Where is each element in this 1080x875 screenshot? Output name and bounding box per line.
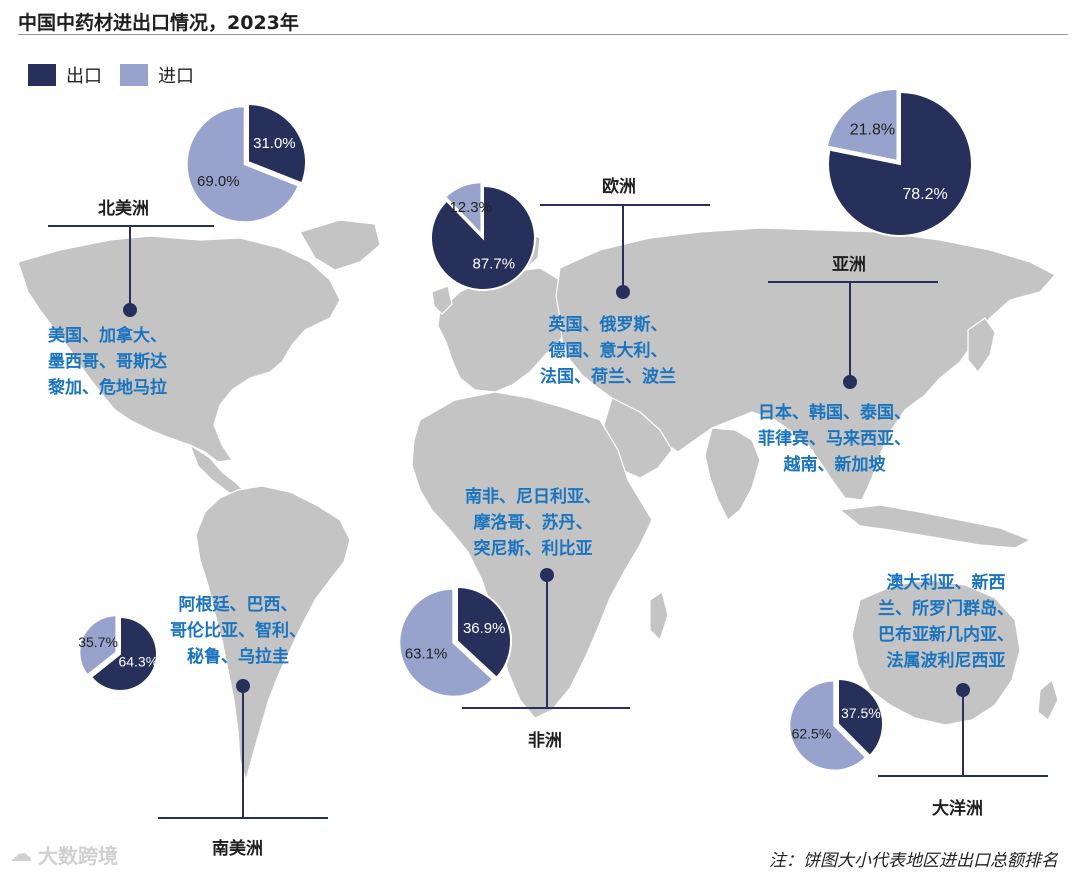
data-label-import: 21.8% [850, 121, 895, 138]
legend-swatch-import [120, 64, 148, 86]
chart-title: 中国中药材进出口情况，2023年 [18, 12, 299, 34]
region-name-south-america: 南美洲 [212, 839, 263, 859]
pie-4: 64.3%35.7% [78, 614, 158, 692]
country-list-africa: 南非、尼日利亚、 摩洛哥、苏丹、 突尼斯、利比亚 [465, 484, 601, 562]
leader-lines [48, 204, 1048, 819]
country-line: 日本、韩国、泰国、 [758, 403, 911, 423]
country-line: 墨西哥、哥斯达 [48, 352, 167, 372]
brand-logo-icon: ☁ [10, 842, 32, 867]
data-label-import: 62.5% [792, 726, 832, 742]
land-southeast-islands [838, 504, 1032, 549]
country-line: 秘鲁、乌拉圭 [187, 647, 289, 667]
country-line: 摩洛哥、苏丹、 [473, 513, 593, 533]
country-line: 法属波利尼西亚 [886, 651, 1006, 671]
land-india [704, 427, 761, 521]
country-line: 澳大利亚、新西 [886, 573, 1006, 593]
pie-slice-export [89, 615, 158, 692]
africa-connector [462, 568, 630, 709]
pie-0: 31.0% 69.0% [185, 102, 307, 224]
country-list-south-america: 阿根廷、巴西、 哥伦比亚、智利、 秘鲁、乌拉圭 [170, 592, 306, 670]
region-name-africa: 非洲 [528, 731, 562, 751]
country-line: 阿根廷、巴西、 [178, 595, 298, 615]
country-line: 德国、意大利、 [548, 341, 668, 361]
region-name-north-america: 北美洲 [98, 199, 149, 219]
pie-3: 36.9% 63.1% [398, 585, 512, 698]
land-uk [431, 285, 453, 315]
data-label-import: 12.3% [449, 199, 492, 216]
country-line: 越南、新加坡 [783, 455, 886, 475]
country-line: 美国、加拿大、 [48, 326, 167, 346]
legend-item-import: 进口 [120, 62, 194, 88]
country-list-europe: 英国、俄罗斯、 德国、意大利、 法国、荷兰、波兰 [540, 312, 676, 390]
data-label-export: 31.0% [253, 135, 296, 152]
data-label-export: 37.5% [841, 705, 881, 721]
pie-slice-export [827, 90, 973, 237]
pie-slice-import [443, 181, 483, 237]
pie-slice-import [398, 587, 495, 698]
country-list-north-america: 美国、加拿大、 墨西哥、哥斯达 黎加、危地马拉 [48, 323, 167, 401]
legend-label-import: 进口 [158, 66, 194, 87]
country-line: 南非、尼日利亚、 [465, 487, 601, 507]
country-line: 英国、俄罗斯、 [548, 315, 668, 335]
country-line: 兰、所罗门群岛、 [878, 599, 1014, 619]
pie-slice-import [78, 614, 118, 677]
country-line: 巴布亚新几内亚、 [878, 625, 1014, 645]
region-name-europe: 欧洲 [602, 177, 636, 197]
land-australia [851, 579, 1021, 726]
pie-2: 78.2% 21.8% [825, 87, 973, 237]
land-madagascar [649, 591, 669, 642]
land-africa [411, 391, 653, 719]
pie-slice-import [185, 105, 300, 224]
europe-connector [540, 204, 710, 299]
country-line: 法国、荷兰、波兰 [540, 367, 676, 387]
land-south-america [195, 485, 351, 783]
legend-label-export: 出口 [66, 66, 102, 87]
pie-slice-import [788, 679, 868, 772]
country-list-asia: 日本、韩国、泰国、 菲律宾、马来西亚、 越南、新加坡 [758, 400, 911, 478]
data-label-import: 69.0% [197, 173, 240, 190]
pie-slice-import [825, 87, 899, 163]
pie-5: 37.5% 62.5% [788, 677, 884, 772]
pie-1: 87.7% 12.3% [430, 181, 536, 291]
oceania-connector [878, 683, 1048, 777]
region-name-oceania: 大洋洲 [932, 799, 983, 819]
country-list-oceania: 澳大利亚、新西 兰、所罗门群岛、 巴布亚新几内亚、 法属波利尼西亚 [878, 570, 1014, 674]
watermark: ☁ 大数跨境 [10, 840, 118, 869]
pie-slice-export [430, 184, 536, 291]
land-greenland [299, 219, 381, 271]
data-label-import: 35.7% [78, 634, 118, 650]
asia-connector [768, 281, 938, 389]
data-label-export: 87.7% [473, 255, 516, 272]
land-new-zealand [1037, 678, 1059, 721]
country-line: 突尼斯、利比亚 [473, 539, 593, 559]
footnote: 注：饼图大小代表地区进出口总额排名 [769, 851, 1058, 871]
south-america-connector [158, 679, 328, 819]
pie-slice-export [456, 585, 512, 680]
pie-slice-export [837, 677, 884, 758]
land-north-america [17, 235, 341, 463]
land-japan [967, 317, 996, 373]
region-name-asia: 亚洲 [832, 255, 866, 275]
country-line: 哥伦比亚、智利、 [170, 621, 306, 641]
country-line: 黎加、危地马拉 [48, 378, 167, 398]
data-label-export: 36.9% [463, 620, 506, 637]
data-label-import: 63.1% [405, 645, 448, 662]
legend: 出口 进口 [28, 62, 212, 88]
country-line: 菲律宾、马来西亚、 [758, 429, 911, 449]
watermark-text: 大数跨境 [38, 844, 118, 868]
data-label-export: 78.2% [902, 186, 947, 203]
pie-charts: 31.0% 69.0% 87.7% 12.3% 78.2% 21.8% 36.9% 63.1%… [78, 87, 973, 772]
data-label-export: 64.3% [118, 654, 158, 670]
pie-slice-export [247, 102, 307, 185]
title-divider [18, 34, 1068, 35]
north-america-connector [48, 225, 214, 317]
legend-item-export: 出口 [28, 62, 102, 88]
legend-swatch-export [28, 64, 56, 86]
